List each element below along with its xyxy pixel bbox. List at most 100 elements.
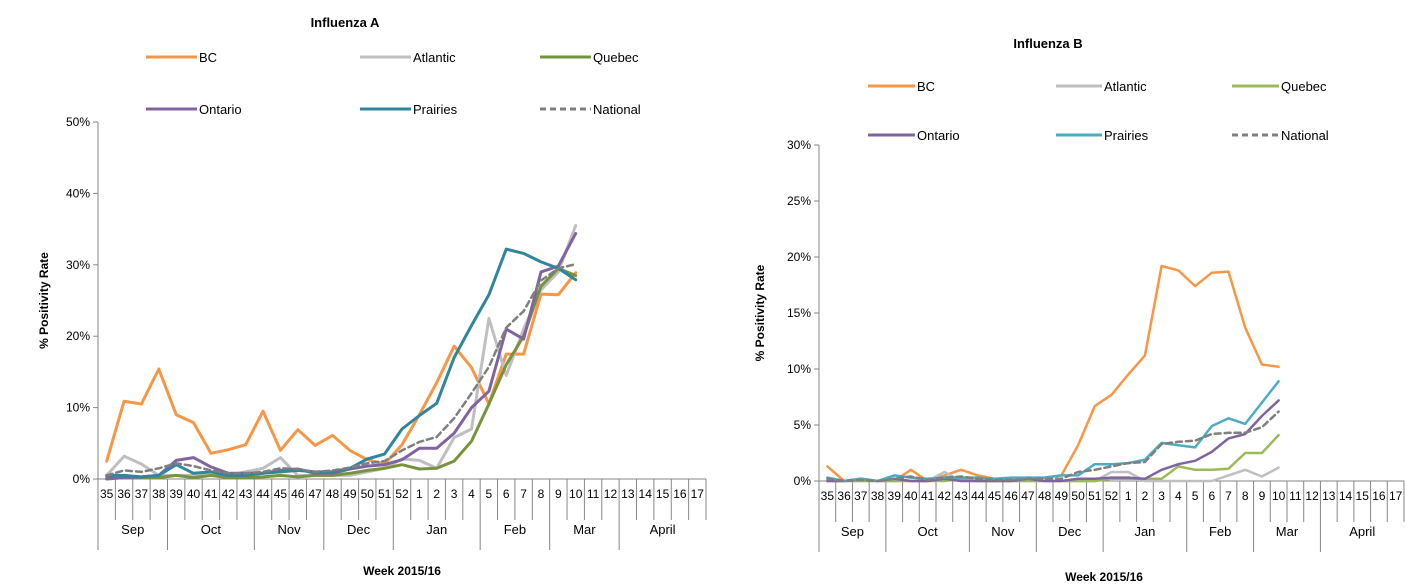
legend-label: National: [1281, 128, 1329, 143]
x-tick-label: 46: [1005, 489, 1019, 503]
x-tick-label: 1: [416, 487, 423, 501]
month-label: Feb: [1209, 524, 1231, 539]
x-tick-label: 40: [904, 489, 918, 503]
month-label: Dec: [347, 522, 371, 537]
month-label: Oct: [918, 524, 939, 539]
x-tick-label: 39: [169, 487, 183, 501]
series-line-bc: [105, 271, 578, 466]
x-tick-label: 50: [361, 487, 375, 501]
series-line-quebec: [105, 266, 578, 480]
x-tick-label: 15: [656, 487, 670, 501]
legend-label: Atlantic: [413, 50, 456, 65]
x-tick-label: 41: [921, 489, 935, 503]
y-tick-label: 15%: [787, 306, 811, 320]
x-tick-label: 11: [1289, 489, 1302, 503]
legend-label: Prairies: [413, 102, 458, 117]
y-tick-label: 5%: [794, 418, 812, 432]
x-tick-label: 49: [343, 487, 357, 501]
x-tick-label: 35: [100, 487, 114, 501]
x-tick-label: 17: [1389, 489, 1403, 503]
x-tick-label: 38: [152, 487, 166, 501]
x-tick-label: 10: [1272, 489, 1286, 503]
y-tick-label: 25%: [787, 194, 811, 208]
series-line-bc: [826, 264, 1280, 483]
legend-label: National: [593, 102, 641, 117]
month-label: Oct: [201, 522, 222, 537]
y-tick-label: 20%: [787, 250, 811, 264]
legend-label: Atlantic: [1104, 79, 1147, 94]
month-label: Jan: [426, 522, 447, 537]
x-tick-label: 35: [821, 489, 835, 503]
month-label: Mar: [573, 522, 596, 537]
x-tick-label: 6: [1208, 489, 1215, 503]
y-tick-label: 20%: [66, 329, 90, 343]
x-tick-label: 10: [569, 487, 583, 501]
x-tick-label: 45: [274, 487, 288, 501]
x-tick-label: 5: [486, 487, 493, 501]
x-tick-label: 8: [538, 487, 545, 501]
y-tick-label: 10%: [787, 362, 811, 376]
series-line-quebec: [826, 433, 1280, 483]
y-axis-title: % Positivity Rate: [753, 264, 767, 361]
x-tick-label: 3: [451, 487, 458, 501]
x-tick-label: 12: [1305, 489, 1319, 503]
chart-title: Influenza A: [311, 15, 380, 30]
x-tick-label: 36: [837, 489, 851, 503]
x-tick-label: 36: [117, 487, 131, 501]
x-axis-title: Week 2015/16: [1065, 570, 1143, 584]
x-tick-label: 37: [854, 489, 868, 503]
x-tick-label: 41: [204, 487, 218, 501]
legend-label: BC: [199, 50, 217, 65]
month-label: April: [650, 522, 676, 537]
month-label: Feb: [504, 522, 526, 537]
month-label: Nov: [278, 522, 302, 537]
x-tick-label: 7: [1225, 489, 1232, 503]
x-tick-label: 13: [621, 487, 635, 501]
y-tick-label: 0%: [794, 474, 812, 488]
chart-0: Influenza A 0% 10% 20% 30% 40% 50% % Positivity…: [37, 15, 707, 578]
series-line-national: [826, 410, 1280, 483]
x-tick-label: 14: [1339, 489, 1353, 503]
x-tick-label: 51: [378, 487, 392, 501]
legend-label: Quebec: [1281, 79, 1327, 94]
month-label: Sep: [841, 524, 864, 539]
y-tick-label: 30%: [787, 138, 811, 152]
y-tick-label: 40%: [66, 186, 90, 200]
x-tick-label: 44: [256, 487, 270, 501]
y-tick-label: 0%: [73, 472, 91, 486]
x-tick-label: 44: [971, 489, 985, 503]
x-tick-label: 37: [135, 487, 149, 501]
series-line-atlantic: [105, 224, 578, 477]
x-tick-label: 48: [326, 487, 340, 501]
x-tick-label: 47: [308, 487, 322, 501]
x-tick-label: 38: [871, 489, 885, 503]
x-tick-label: 14: [639, 487, 653, 501]
x-tick-label: 42: [222, 487, 236, 501]
x-axis-title: Week 2015/16: [363, 564, 441, 578]
x-tick-label: 52: [395, 487, 409, 501]
x-tick-label: 6: [503, 487, 510, 501]
x-tick-label: 11: [587, 487, 600, 501]
x-tick-label: 17: [691, 487, 705, 501]
x-tick-label: 46: [291, 487, 305, 501]
x-tick-label: 12: [604, 487, 618, 501]
x-tick-label: 4: [468, 487, 475, 501]
x-tick-label: 52: [1105, 489, 1119, 503]
x-tick-label: 4: [1175, 489, 1182, 503]
x-tick-label: 13: [1322, 489, 1336, 503]
x-tick-label: 49: [1055, 489, 1069, 503]
x-tick-label: 16: [673, 487, 687, 501]
legend-label: Prairies: [1104, 128, 1149, 143]
x-tick-label: 9: [1259, 489, 1266, 503]
x-tick-label: 16: [1372, 489, 1386, 503]
x-tick-label: 42: [938, 489, 952, 503]
x-tick-label: 15: [1356, 489, 1370, 503]
legend-label: Ontario: [199, 102, 242, 117]
series-line-national: [105, 262, 577, 477]
y-axis-title: % Positivity Rate: [37, 252, 51, 349]
x-tick-label: 45: [988, 489, 1002, 503]
x-tick-label: 9: [555, 487, 562, 501]
month-label: Dec: [1058, 524, 1082, 539]
series-line-prairies: [105, 247, 578, 479]
x-tick-label: 43: [239, 487, 253, 501]
